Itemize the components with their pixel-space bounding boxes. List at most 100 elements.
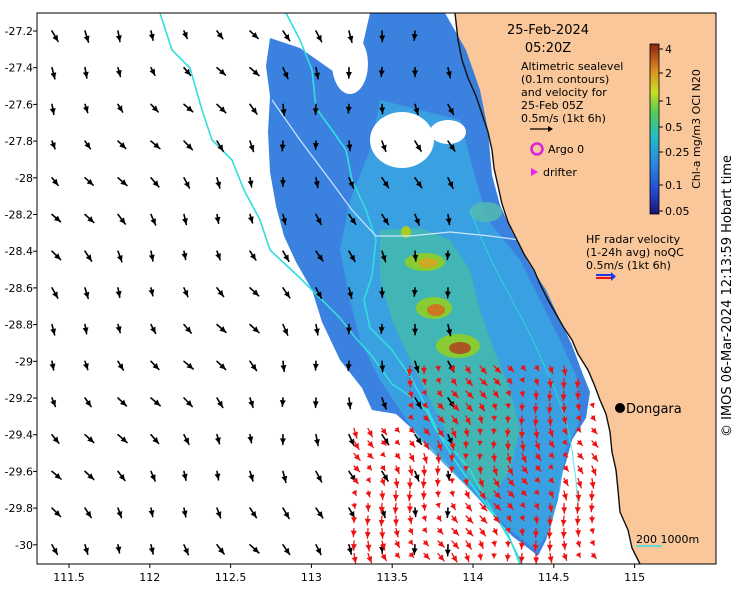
altimetry-arrow: [445, 470, 452, 481]
altimetry-arrow: [117, 433, 128, 444]
hf-radar-arrow: [561, 552, 568, 561]
hf-radar-arrow: [547, 463, 554, 470]
altimetry-arrow: [380, 250, 387, 263]
hf-radar-arrow: [378, 502, 385, 514]
altimetry-arrow: [348, 177, 355, 189]
latitude-tick-label: -29.8: [5, 502, 33, 515]
hf-radar-arrow: [464, 490, 470, 499]
altimetry-arrow: [116, 250, 123, 263]
hf-radar-arrow: [560, 390, 567, 402]
hf-radar-arrow: [518, 540, 525, 550]
colorbar-label: Chl-a mg/m3 OCI N20: [690, 69, 703, 189]
hf-radar-arrow: [589, 402, 595, 409]
altimetry-arrow: [150, 470, 156, 482]
hf-radar-arrow: [493, 515, 500, 524]
altimetry-arrow: [215, 507, 222, 519]
latitude-tick-label: -29: [15, 355, 33, 368]
hf-radar-arrow: [465, 502, 473, 512]
hf-radar-arrow: [561, 490, 568, 501]
altimetry-arrow: [51, 470, 62, 480]
altimetry-arrow: [150, 323, 157, 335]
hf-radar-arrow: [379, 527, 386, 540]
hf-radar-arrow: [407, 414, 414, 420]
hf-radar-arrow: [366, 427, 374, 438]
altimetry-legend-line: Altimetric sealevel: [521, 60, 623, 73]
hf-radar-arrow: [423, 427, 431, 436]
altimetry-arrow: [413, 103, 420, 116]
hf-radar-arrow: [464, 415, 471, 425]
altimetry-arrow: [414, 213, 421, 226]
altimetry-arrow: [49, 103, 56, 116]
altimetry-arrow: [414, 177, 423, 189]
altimetry-arrow: [214, 433, 221, 445]
hf-radar-arrow: [451, 540, 460, 550]
hf-radar-arrow: [393, 527, 400, 538]
hf-radar-arrow: [380, 540, 386, 551]
altimetry-arrow: [381, 177, 390, 189]
latitude-tick-label: -29.6: [5, 465, 33, 478]
hf-radar-arrow: [451, 402, 460, 412]
latitude-tick-label: -27.4: [5, 62, 33, 75]
altimetry-arrow: [279, 433, 286, 446]
longitude-tick-label: 112.5: [215, 571, 247, 584]
altimetry-arrow: [249, 66, 260, 77]
altimetry-arrow: [82, 323, 89, 335]
altimetry-arrow: [412, 250, 419, 262]
altimetry-arrow: [381, 470, 389, 482]
hf-radar-arrow: [590, 552, 597, 560]
hf-radar-arrow: [476, 452, 483, 461]
hf-radar-arrow: [353, 465, 361, 473]
hf-radar-arrow: [546, 390, 553, 402]
hf-radar-arrow: [590, 427, 598, 435]
hf-radar-arrow: [533, 390, 540, 401]
colorbar-tick-label: 0.1: [665, 179, 683, 192]
hf-radar-arrow: [492, 390, 499, 399]
altimetry-arrow: [281, 470, 288, 484]
hf-radar-scale-arrow-icon: [596, 272, 616, 281]
altimetry-arrow: [315, 213, 323, 226]
altimetry-arrow: [445, 213, 452, 226]
altimetry-velocity-arrows: [49, 30, 456, 557]
hf-radar-arrow: [407, 465, 414, 477]
hf-radar-arrow: [380, 552, 387, 562]
drifter-legend: drifter: [531, 166, 577, 179]
altimetry-arrow: [115, 287, 122, 299]
hf-radar-arrow: [365, 502, 372, 512]
altimetry-arrow: [280, 360, 287, 373]
altimetry-arrow: [279, 177, 286, 187]
hf-radar-arrow: [576, 477, 583, 489]
altimetry-arrow: [117, 213, 127, 225]
altimetry-arrow: [348, 433, 355, 447]
hf-radar-arrow: [561, 415, 568, 425]
hf-radar-arrow: [491, 415, 498, 422]
hf-radar-legend-line: (1-24h avg) noQC: [586, 246, 684, 259]
hf-radar-arrow: [546, 527, 553, 540]
hf-radar-arrow: [574, 515, 581, 526]
hf-radar-arrow: [560, 515, 567, 527]
altimetry-arrow: [282, 507, 290, 520]
altimetry-arrow: [83, 30, 90, 43]
latitude-tick-label: -30: [15, 539, 33, 552]
altimetry-arrow: [446, 323, 453, 337]
altimetry-arrow: [117, 140, 127, 150]
hf-radar-arrow: [434, 477, 441, 487]
hf-radar-arrow: [451, 390, 459, 399]
isobath-legend-label: 200 1000m: [636, 533, 699, 546]
hf-radar-arrow: [561, 427, 568, 435]
altimetry-arrow: [412, 507, 419, 518]
hf-radar-arrow: [506, 502, 514, 510]
hf-radar-arrow: [479, 527, 487, 537]
altimetry-arrow: [247, 433, 254, 444]
argo-float-icon: [530, 142, 544, 156]
altimetry-arrow: [315, 507, 324, 519]
hf-radar-arrow: [533, 552, 540, 564]
hf-radar-legend-line: 0.5m/s (1kt 6h): [586, 259, 671, 272]
altimetry-arrow: [148, 250, 155, 262]
hf-radar-arrow: [351, 552, 358, 564]
altimetry-arrow: [249, 287, 260, 297]
altimetry-arrow: [315, 250, 324, 262]
altimetry-arrow: [348, 213, 357, 226]
hf-radar-arrow: [407, 390, 414, 399]
hf-radar-arrow: [408, 551, 415, 558]
altimetry-arrow: [51, 543, 59, 556]
